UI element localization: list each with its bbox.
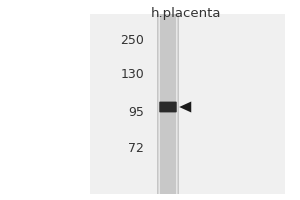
Bar (176, 14, 177, 194)
Text: 130: 130 (120, 68, 144, 80)
Text: 95: 95 (128, 106, 144, 119)
Bar (160, 14, 176, 194)
Bar (178, 14, 179, 194)
Bar (157, 14, 158, 194)
Bar (90, 14, 285, 194)
Text: h.placenta: h.placenta (151, 7, 221, 20)
Bar (158, 14, 159, 194)
Text: 250: 250 (120, 33, 144, 46)
FancyBboxPatch shape (159, 102, 177, 112)
Bar (159, 14, 160, 194)
Bar (177, 14, 178, 194)
Text: 72: 72 (128, 142, 144, 156)
Polygon shape (179, 102, 191, 112)
